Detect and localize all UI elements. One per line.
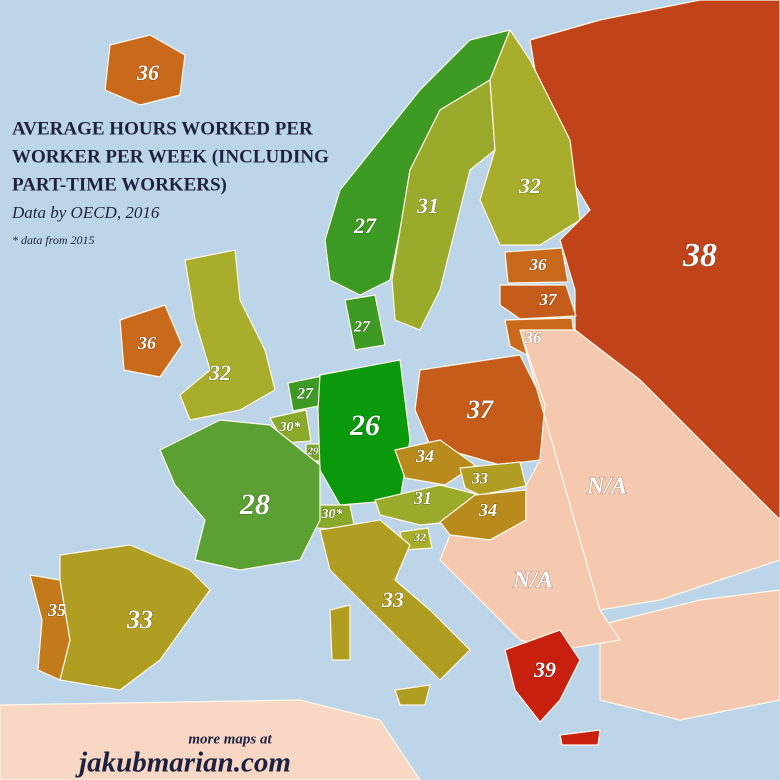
region-label: 35: [47, 600, 66, 620]
region-label: 29: [307, 446, 320, 458]
region-label: 31: [413, 488, 432, 508]
footer-note: more maps at: [188, 731, 272, 747]
title-line: WORKER PER WEEK (INCLUDING: [12, 146, 329, 167]
region-shape: [391, 79, 496, 331]
region-shape: [499, 284, 577, 320]
region-shape: [459, 461, 527, 496]
region-label: 33: [471, 471, 488, 488]
region-label: 31: [416, 193, 439, 218]
region-label: 30*: [321, 507, 344, 522]
region-shape: [559, 729, 601, 746]
region-shape: [319, 519, 471, 681]
region-label: N/A: [512, 568, 553, 594]
africa: [0, 699, 421, 780]
region-shape: [59, 544, 211, 691]
footer-site: jakubmarian.com: [75, 747, 291, 779]
region-shape: [179, 249, 276, 421]
region-label: 36: [524, 328, 543, 347]
region-label: 32: [208, 360, 231, 385]
region-label: 27: [353, 319, 371, 336]
region-label: 28: [239, 488, 270, 521]
region-label: 36: [136, 60, 159, 85]
region-label: 37: [466, 395, 494, 424]
title-line: AVERAGE HOURS WORKED PER: [12, 118, 313, 139]
region-label: 27: [353, 213, 377, 238]
region-shape: [504, 629, 581, 723]
region-shape: [329, 604, 351, 661]
region-label: 34: [415, 446, 434, 466]
region-label: N/A: [586, 474, 627, 500]
region-label: 37: [539, 290, 559, 309]
region-shape: [394, 439, 476, 486]
region-shape: [479, 29, 581, 246]
region-label: 34: [478, 500, 497, 520]
region-label: 36: [137, 333, 156, 353]
region-shape: [317, 359, 411, 506]
region-label: 32: [518, 173, 541, 198]
region-label: 33: [381, 587, 404, 612]
region-label: 27: [296, 386, 314, 403]
region-label: 36: [529, 255, 548, 274]
region-shape: [344, 294, 386, 351]
region-label: 26: [349, 409, 380, 442]
region-label: 30*: [279, 420, 302, 435]
turkey: [599, 589, 780, 721]
region-label: 39: [533, 657, 556, 682]
regions: [29, 0, 780, 746]
region-label: 32: [413, 530, 426, 544]
region-shape: [519, 329, 780, 611]
footnote: * data from 2015: [12, 233, 95, 247]
region-shape: [119, 304, 183, 378]
region-shape: [504, 247, 569, 284]
subtitle: Data by OECD, 2016: [11, 203, 160, 222]
region-shape: [104, 34, 186, 106]
region-shape: [394, 684, 431, 706]
region-label: 33: [126, 605, 153, 634]
title-line: PART-TIME WORKERS): [12, 174, 227, 195]
region-shape: [159, 419, 321, 571]
labels: 36 38 27 31 32 36 37 36 27 36 32 27 30* 29 26 37 34 33 31 3…: [46, 59, 717, 682]
region-label: 38: [682, 237, 717, 274]
